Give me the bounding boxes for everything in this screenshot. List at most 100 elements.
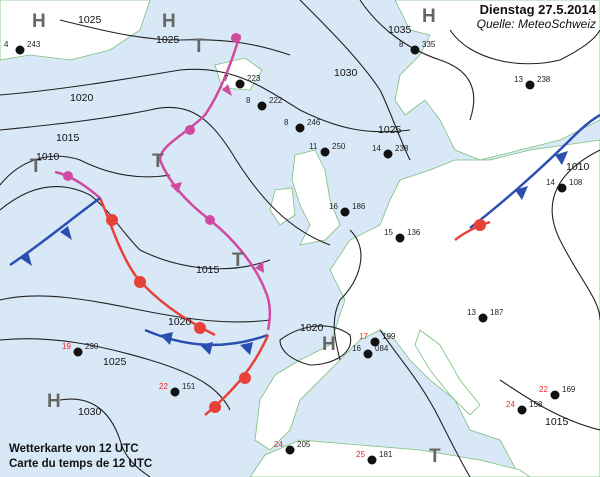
station-plot: 15 136: [384, 228, 421, 243]
station-temperature: 11: [309, 142, 318, 151]
isobar-label: 1010: [566, 161, 590, 173]
station-temperature: 7: [224, 74, 229, 83]
station-plot: 8 335: [399, 40, 436, 55]
isobar-label: 1030: [78, 406, 102, 418]
station-plot: 19 290: [62, 342, 99, 357]
warm-front-east: [454, 220, 491, 241]
station-pressure: 169: [562, 385, 576, 394]
caption-german: Wetterkarte von 12 UTC: [9, 443, 139, 455]
station-pressure: 246: [307, 118, 321, 127]
station-temperature: 8: [246, 96, 251, 105]
station-pressure: 108: [569, 178, 583, 187]
isobar-label: 1010: [36, 151, 60, 163]
station-plot: 25 181: [356, 450, 393, 465]
station-plots: 4 243 7 223 8 222 8 246 11 250 14 238 16 186 15 136 17 19…: [4, 40, 583, 465]
isobar-label: 1020: [168, 316, 192, 328]
station-plot: 8 246: [284, 118, 321, 133]
cloud-cover-icon: [295, 123, 305, 133]
cloud-cover-icon: [517, 405, 527, 415]
station-temperature: 19: [62, 342, 71, 351]
land-africa: [249, 439, 531, 477]
cold-front-south: [144, 328, 269, 347]
map-title: Dienstag 27.5.2014: [479, 2, 596, 17]
station-temperature: 13: [467, 308, 476, 317]
station-pressure: 158: [529, 400, 543, 409]
station-plot: 13 187: [467, 308, 504, 323]
station-pressure: 238: [537, 75, 551, 84]
station-pressure: 187: [490, 308, 504, 317]
station-pressure: 136: [407, 228, 421, 237]
cloud-cover-icon: [395, 233, 405, 243]
isobar-label: 1025: [156, 34, 180, 46]
center-label: H: [47, 391, 61, 412]
station-temperature: 16: [329, 202, 338, 211]
station-plot: 8 222: [246, 96, 283, 111]
isobar-label: 1025: [103, 356, 127, 368]
isobar-label: 1030: [334, 67, 358, 79]
station-pressure: 151: [182, 382, 196, 391]
cloud-cover-icon: [525, 80, 535, 90]
isobar-label: 1020: [70, 92, 94, 104]
isobar-label: 1015: [56, 132, 80, 144]
station-plot: 24 158: [506, 400, 543, 415]
station-plot: 16 186: [329, 202, 366, 217]
station-temperature: 4: [4, 40, 9, 49]
station-pressure: 181: [379, 450, 393, 459]
station-temperature: 8: [284, 118, 289, 127]
station-temperature: 16: [352, 344, 361, 353]
station-pressure: 243: [27, 40, 41, 49]
center-label: T: [232, 250, 244, 271]
station-pressure: 223: [247, 74, 261, 83]
center-label: T: [429, 446, 441, 467]
station-temperature: 13: [514, 75, 523, 84]
cloud-cover-icon: [557, 183, 567, 193]
station-temperature: 24: [274, 440, 283, 449]
isobar-label: 1015: [545, 416, 569, 428]
cloud-cover-icon: [367, 455, 377, 465]
isobar-label: 1035: [388, 24, 412, 36]
map-source: Quelle: MeteoSchweiz: [476, 17, 596, 31]
station-plot: 4 243: [4, 40, 41, 55]
station-plot: 14 238: [372, 144, 409, 159]
isobar-label: 1020: [300, 322, 324, 334]
land-continent: [254, 139, 600, 477]
cold-front-west: [9, 196, 101, 267]
station-temperature: 15: [384, 228, 393, 237]
cloud-cover-icon: [410, 45, 420, 55]
station-temperature: 25: [356, 450, 365, 459]
station-plot: 13 238: [514, 75, 551, 90]
station-plot: 22 151: [159, 382, 196, 397]
station-pressure: 238: [395, 144, 409, 153]
pressure-centers: H H T H T T T H H T: [30, 6, 441, 467]
station-pressure: 205: [297, 440, 311, 449]
station-pressure: 250: [332, 142, 346, 151]
cloud-cover-icon: [383, 149, 393, 159]
cloud-cover-icon: [550, 390, 560, 400]
caption-french: Carte du temps de 12 UTC: [9, 458, 153, 470]
center-label: H: [32, 11, 46, 32]
cloud-cover-icon: [235, 79, 245, 89]
station-pressure: 084: [375, 344, 389, 353]
center-label: H: [322, 334, 336, 355]
isobar-labels: 1025 1025 1035 1030 1020 1015 1010 1015 …: [36, 14, 590, 428]
station-temperature: 14: [546, 178, 555, 187]
land-italy: [414, 329, 481, 416]
cloud-cover-icon: [340, 207, 350, 217]
land-greenland: [0, 0, 151, 61]
cloud-cover-icon: [15, 45, 25, 55]
station-plot: 7 223: [224, 74, 261, 89]
station-temperature: 17: [359, 332, 368, 341]
station-temperature: 8: [399, 40, 404, 49]
station-plot: 14 108: [546, 178, 583, 193]
center-label: H: [162, 11, 176, 32]
cold-front-east: [469, 113, 600, 229]
isobar-label: 1015: [196, 264, 220, 276]
station-pressure: 199: [382, 332, 396, 341]
station-temperature: 22: [159, 382, 168, 391]
land-britain: [291, 149, 341, 246]
center-label: T: [30, 156, 42, 177]
center-label: T: [193, 36, 205, 57]
cloud-cover-icon: [478, 313, 488, 323]
